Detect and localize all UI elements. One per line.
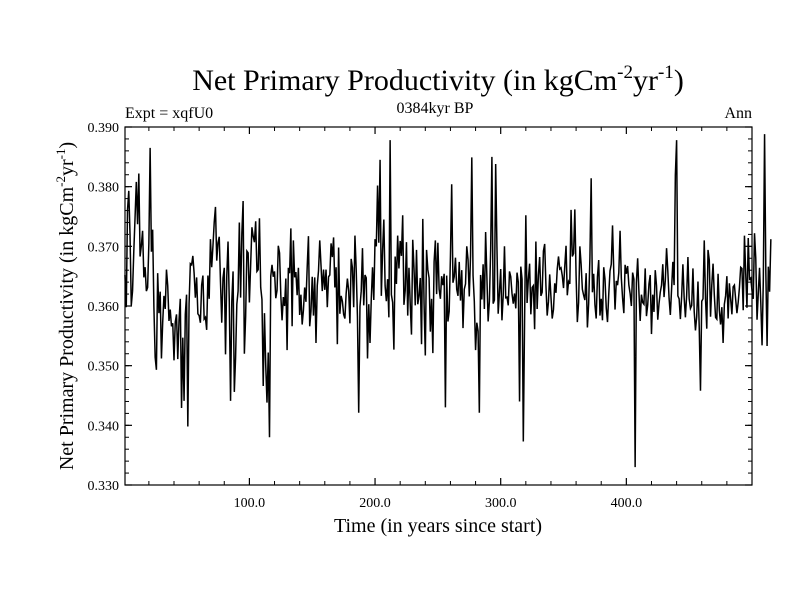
x-tick-label: 200.0 [359,496,391,511]
y-tick-label: 0.390 [88,121,120,136]
y-tick-label: 0.340 [88,419,120,434]
x-tick-label: 100.0 [234,496,266,511]
y-tick-label: 0.380 [88,181,120,196]
y-axis: 0.330 0.340 0.350 0.360 0.370 0.380 0.390 [88,121,752,494]
x-axis: 100.0 200.0 300.0 400.0 [148,127,728,511]
season-label: Ann [724,105,752,122]
y-tick-label: 0.370 [88,240,120,255]
period-label: 0384kyr BP [397,100,474,117]
x-tick-label: 300.0 [485,496,517,511]
y-axis-label: Net Primary Productivity (in kgCm-2yr-1) [53,142,78,470]
experiment-label: Expt = xqfU0 [125,105,213,122]
x-axis-label: Time (in years since start) [334,515,542,537]
y-tick-label: 0.350 [88,360,120,375]
y-tick-label: 0.330 [88,479,120,494]
npp-series-line [124,134,772,468]
x-tick-label: 400.0 [611,496,643,511]
y-tick-label: 0.360 [88,300,120,315]
chart-title: Net Primary Productivity (in kgCm-2yr-1) [192,62,684,97]
